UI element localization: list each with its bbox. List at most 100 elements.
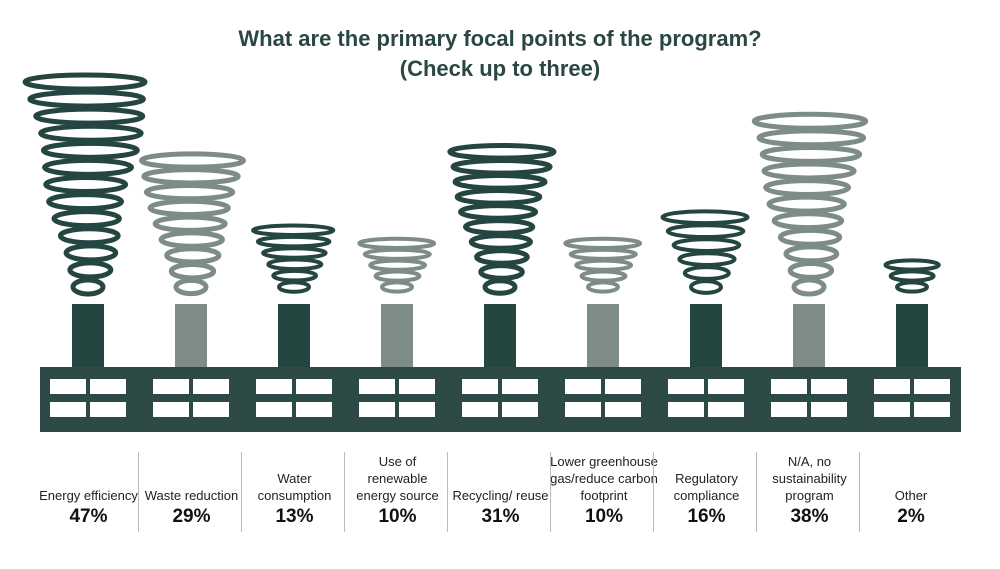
smoke-ring [447,142,557,161]
category-no-sustainability-program: N/A, no sustainability program 38% [758,452,861,532]
factory-window [565,379,601,394]
category-recycling-reuse: Recycling/ reuse 31% [449,452,552,532]
smoke-ring [46,192,124,212]
smoke-ring [266,257,324,272]
column-divider [859,452,860,532]
smoke-ring [763,178,852,198]
smoke-ring [138,151,246,170]
smoke-plume [883,258,941,294]
category-label: N/A, no sustainability program [772,454,847,503]
chimney [175,304,207,367]
chimney [690,304,722,367]
category-value: 29% [172,506,211,527]
factory-window [811,402,847,417]
smoke-ring [777,227,843,247]
smoke-ring [671,237,742,253]
smoke-ring [665,223,746,240]
smoke-ring [255,234,332,249]
smoke-ring [751,111,869,131]
factory-window [256,379,292,394]
smoke-ring [147,198,231,218]
smoke-ring [380,280,414,294]
smoke-ring [783,244,840,264]
smoke-ring [689,279,723,295]
category-label: Use of renewable energy source [356,454,439,503]
smoke-ring [677,251,737,267]
smoke-ring [40,140,140,160]
factory-window [153,379,189,394]
chimney [278,304,310,367]
column-divider [550,452,551,532]
category-label: Lower greenhouse gas/reduce carbon footp… [550,454,658,503]
category-label: Water consumption [257,471,332,503]
smoke-ring [482,278,518,296]
category-label: Energy efficiency [39,488,138,503]
category-label: Regulatory compliance [673,471,740,503]
smoke-ring [168,262,217,281]
column-divider [653,452,654,532]
factory-window [874,402,910,417]
factory-window [914,402,950,417]
smoke-ring [51,209,122,229]
column-divider [241,452,242,532]
smoke-layer [22,72,941,297]
category-label: Other [894,488,928,503]
smoke-ring [454,188,543,206]
factory-window [296,379,332,394]
factory-body [40,367,961,432]
smoke-ring [271,268,319,283]
factory-window [193,379,229,394]
smoke-ring [458,203,539,221]
category-renewable-energy: Use of renewable energy source 10% [346,452,449,532]
category-value: 10% [584,506,624,527]
factory-window [399,379,435,394]
smoke-plume [660,209,750,295]
smoke-plume [447,142,557,296]
factory-window [708,379,744,394]
smoke-ring [57,226,121,246]
smoke-ring [158,230,225,249]
smoke-ring [373,269,422,283]
chimney [381,304,413,367]
smoke-ring [70,277,106,297]
smoke-ring [33,106,146,126]
chimney [587,304,619,367]
smoke-ring [888,269,936,283]
chart-title-line-2: (Check up to three) [399,56,601,81]
factory-window [193,402,229,417]
factory-window [462,379,498,394]
factory-window [605,402,641,417]
smoke-ring [682,265,731,281]
smoke-ring [756,128,867,148]
smoke-ring [895,280,929,294]
smoke-ring [579,269,628,283]
smoke-ring [574,258,634,272]
factory-window [399,402,435,417]
smoke-ring [152,214,228,233]
smoke-ring [478,263,525,281]
smoke-plume [251,223,336,294]
category-label: Waste reduction [144,488,239,503]
smoke-ring [362,247,432,261]
category-value: 31% [481,506,520,527]
category-value: 2% [897,506,925,527]
factory-window [708,402,744,417]
smoke-ring [660,209,750,226]
chimney [72,304,104,367]
chimney [793,304,825,367]
smoke-ring [450,158,553,176]
category-lower-greenhouse-gas: Lower greenhouse gas/reduce carbon footp… [544,452,664,532]
factory-window [502,379,538,394]
factory-window [153,402,189,417]
category-value: 13% [275,506,314,527]
chart-title-line-1: What are the primary focal points of the… [238,26,762,51]
category-water-consumption: Water consumption 13% [243,452,346,532]
smoke-ring [766,194,847,214]
factory-window [605,379,641,394]
smoke-ring [791,277,827,297]
factory-window [50,402,86,417]
factory-window [502,402,538,417]
smoke-ring [38,123,144,143]
smoke-ring [261,246,328,260]
